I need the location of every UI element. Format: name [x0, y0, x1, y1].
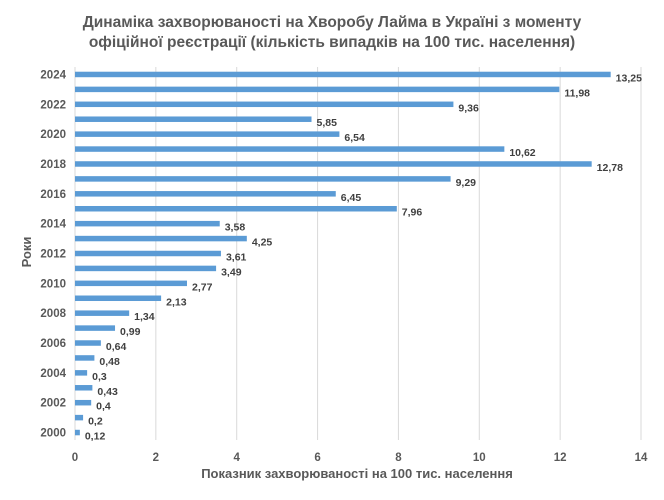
bar: [75, 399, 92, 406]
y-tick-label: 2016: [40, 189, 66, 201]
bar: [75, 86, 560, 93]
data-label: 0,3: [92, 371, 107, 383]
data-label: 2,77: [192, 281, 213, 293]
data-label: 2,13: [166, 296, 187, 308]
bar: [75, 310, 130, 316]
data-label: 4,25: [252, 237, 273, 249]
y-tick-label: 2008: [40, 308, 66, 320]
y-tick-label: 2002: [40, 398, 66, 410]
bar: [75, 131, 340, 137]
bar: [75, 250, 221, 257]
data-label: 9,36: [458, 102, 479, 114]
data-label: 10,62: [509, 147, 535, 159]
y-tick-label: 2014: [40, 219, 66, 231]
data-label: 12,78: [597, 162, 623, 174]
data-label: 0,12: [85, 431, 106, 443]
bar: [75, 176, 451, 182]
bar: [75, 385, 93, 391]
data-label: 6,54: [344, 132, 365, 144]
y-tick-label: 2010: [40, 278, 66, 290]
data-label: 7,96: [402, 207, 423, 219]
bar: [75, 146, 505, 152]
bar: [75, 295, 162, 302]
x-tick-label: 12: [554, 452, 567, 464]
bar: [75, 325, 116, 331]
bar: [75, 161, 592, 167]
bar: [75, 280, 187, 287]
chart-title-line-1: Динаміка захворюваності на Хворобу Лайма…: [83, 14, 582, 31]
data-label: 6,45: [341, 192, 362, 204]
y-tick-label: 2024: [40, 69, 66, 81]
x-axis-ticks: 0 2 4 6 8 10 12 14: [72, 452, 648, 464]
bars: [75, 71, 611, 436]
y-tick-label: 2000: [40, 428, 66, 440]
bar: [75, 116, 312, 122]
x-tick-label: 0: [72, 452, 78, 464]
bar: [75, 370, 88, 376]
data-label: 0,43: [97, 386, 118, 398]
data-label: 9,29: [456, 177, 477, 189]
gridlines: [74, 67, 642, 440]
y-tick-label: 2006: [40, 338, 66, 350]
y-tick-label: 2004: [40, 368, 66, 380]
x-axis-title: Показник захворюваності на 100 тис. насе…: [201, 466, 513, 481]
data-label: 0,64: [106, 341, 127, 353]
data-label: 0,48: [99, 356, 120, 368]
x-tick-label: 4: [234, 452, 241, 464]
data-label: 3,49: [221, 266, 242, 278]
bar: [75, 340, 101, 346]
y-tick-label: 2012: [40, 249, 66, 261]
bar: [75, 429, 80, 436]
data-label: 0,4: [96, 401, 111, 413]
y-axis-title: Роки: [19, 237, 34, 268]
bar: [75, 191, 336, 197]
data-label: 0,2: [88, 416, 103, 428]
data-label: 0,99: [120, 326, 141, 338]
data-label: 1,34: [134, 311, 155, 323]
data-label: 5,85: [317, 117, 338, 129]
data-label: 13,25: [616, 72, 642, 84]
data-label: 11,98: [564, 87, 590, 99]
bar: [75, 235, 247, 242]
x-tick-label: 14: [635, 452, 648, 464]
bar: [75, 205, 397, 212]
bar: [75, 265, 217, 272]
x-tick-label: 10: [473, 452, 486, 464]
bar: [75, 71, 611, 78]
y-axis-ticks: 2000 2002 2004 2006 2008 2010 2012 2014 2016 2018…: [40, 69, 66, 439]
data-label: 3,61: [226, 252, 247, 264]
y-tick-label: 2018: [40, 159, 66, 171]
y-tick-label: 2020: [40, 129, 66, 141]
y-tick-label: 2022: [40, 99, 66, 111]
x-tick-label: 8: [395, 452, 402, 464]
chart-title-line-2: офіційної реєстрації (кількість випадків…: [89, 34, 575, 51]
data-labels: 0,12 0,2 0,4 0,43 0,3 0,48 0,64 0,99 1,34 2,13 2,7…: [85, 72, 642, 442]
bar: [75, 414, 84, 421]
x-tick-label: 2: [153, 452, 159, 464]
x-tick-label: 6: [314, 452, 320, 464]
bar: [75, 101, 454, 108]
bar: [75, 355, 95, 361]
data-label: 3,58: [225, 222, 246, 234]
bar: [75, 220, 220, 227]
